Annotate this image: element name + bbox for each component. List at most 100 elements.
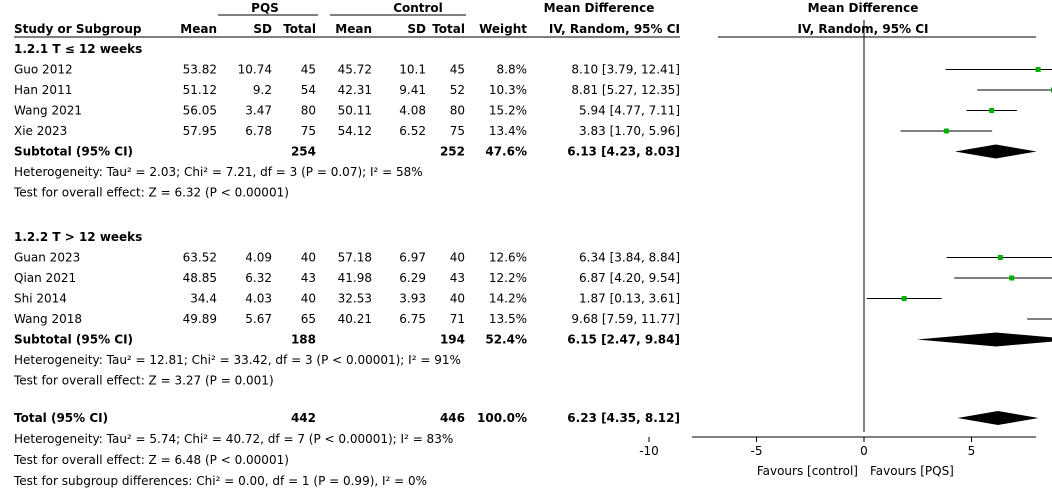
study-1-3-sd-control: 6.75	[399, 312, 426, 326]
study-1-0-mean-control: 57.18	[338, 251, 372, 265]
header-sd-control: SD	[407, 22, 426, 36]
subgroup-0-subtotal-ci: 6.13 [4.23, 8.03]	[567, 145, 680, 159]
header-group-control: Control	[393, 1, 443, 15]
study-0-3-total-pqs: 75	[301, 124, 316, 138]
study-0-0-mean-pqs: 53.82	[183, 63, 217, 77]
study-0-2-mean-control: 50.11	[338, 104, 372, 118]
study-0-0-total-pqs: 45	[301, 63, 316, 77]
study-1-2-mean-control: 32.53	[338, 292, 372, 306]
study-1-0-ci: 6.34 [3.84, 8.84]	[579, 251, 680, 265]
subgroup-1-diamond	[917, 332, 1052, 347]
favours-control-label: Favours [control]	[757, 464, 858, 478]
study-0-3-ci: 3.83 [1.70, 5.96]	[579, 124, 680, 138]
subgroup-0-heterogeneity: Heterogeneity: Tau² = 2.03; Chi² = 7.21,…	[14, 165, 423, 179]
subgroup-1-overall-effect: Test for overall effect: Z = 3.27 (P = 0…	[13, 374, 274, 388]
favours-pqs-label: Favours [PQS]	[870, 464, 954, 478]
study-1-0-weight: 12.6%	[489, 251, 527, 265]
total-weight: 100.0%	[477, 411, 527, 425]
x-tick-label-0: -10	[639, 444, 659, 458]
study-0-1-weight: 10.3%	[489, 83, 527, 97]
study-1-0-total-pqs: 40	[301, 251, 316, 265]
subgroup-0-subtotal-weight: 47.6%	[485, 145, 527, 159]
subgroup-1-subtotal-n-pqs: 188	[291, 333, 316, 347]
study-1-1-total-pqs: 43	[301, 271, 316, 285]
total-n-pqs: 442	[291, 411, 316, 425]
study-0-3-point	[943, 128, 949, 134]
subgroup-0-overall-effect: Test for overall effect: Z = 6.32 (P < 0…	[13, 186, 289, 200]
subgroup-1-subtotal-ci: 6.15 [2.47, 9.84]	[567, 333, 680, 347]
header-ci: IV, Random, 95% CI	[549, 22, 680, 36]
study-0-0-total-control: 45	[450, 63, 465, 77]
study-1-2-mean-pqs: 34.4	[190, 292, 217, 306]
total-diamond	[957, 411, 1039, 425]
study-0-1-sd-control: 9.41	[399, 83, 426, 97]
study-0-3-total-control: 75	[450, 124, 465, 138]
header-plot-sub: IV, Random, 95% CI	[797, 22, 928, 36]
study-0-1-mean-pqs: 51.12	[183, 83, 217, 97]
x-tick-label-1: -5	[751, 444, 763, 458]
header-group-pqs: PQS	[251, 1, 279, 15]
study-0-2-sd-pqs: 3.47	[245, 104, 272, 118]
subgroup-0-subtotal-n-control: 252	[440, 145, 465, 159]
subgroup-0-title: 1.2.1 T ≤ 12 weeks	[14, 42, 142, 56]
subgroup-0-subtotal-label: Subtotal (95% CI)	[14, 145, 133, 159]
study-1-3-mean-control: 40.21	[338, 312, 372, 326]
subgroup-1-subtotal-weight: 52.4%	[485, 333, 527, 347]
header-total-pqs: Total	[283, 22, 316, 36]
study-0-1-mean-control: 42.31	[338, 83, 372, 97]
study-0-3-sd-control: 6.52	[399, 124, 426, 138]
study-0-2-total-pqs: 80	[301, 104, 316, 118]
study-1-2-ci: 1.87 [0.13, 3.61]	[579, 292, 680, 306]
study-0-2-mean-pqs: 56.05	[183, 104, 217, 118]
study-0-2-name: Wang 2021	[14, 104, 82, 118]
study-1-3-weight: 13.5%	[489, 312, 527, 326]
subgroup-0-subtotal-n-pqs: 254	[291, 145, 316, 159]
study-0-3-weight: 13.4%	[489, 124, 527, 138]
study-0-1-ci: 8.81 [5.27, 12.35]	[571, 83, 680, 97]
study-0-3-name: Xie 2023	[14, 124, 67, 138]
study-1-0-mean-pqs: 63.52	[183, 251, 217, 265]
study-0-1-total-control: 52	[450, 83, 465, 97]
subgroup-1-subtotal-n-control: 194	[440, 333, 465, 347]
total-label: Total (95% CI)	[14, 411, 108, 425]
study-1-2-sd-pqs: 4.03	[245, 292, 272, 306]
study-1-2-name: Shi 2014	[14, 292, 67, 306]
study-0-0-ci: 8.10 [3.79, 12.41]	[571, 63, 680, 77]
study-0-0-sd-pqs: 10.74	[238, 63, 272, 77]
header-study: Study or Subgroup	[14, 22, 142, 36]
study-1-2-total-pqs: 40	[301, 292, 316, 306]
study-1-2-weight: 14.2%	[489, 292, 527, 306]
total-heterogeneity: Heterogeneity: Tau² = 5.74; Chi² = 40.72…	[14, 432, 453, 446]
total-overall-effect: Test for overall effect: Z = 6.48 (P < 0…	[13, 453, 289, 467]
study-1-3-ci: 9.68 [7.59, 11.77]	[571, 312, 680, 326]
header-weight: Weight	[479, 22, 527, 36]
study-1-1-weight: 12.2%	[489, 271, 527, 285]
study-1-2-total-control: 40	[450, 292, 465, 306]
study-0-2-sd-control: 4.08	[399, 104, 426, 118]
study-1-2-sd-control: 3.93	[399, 292, 426, 306]
study-1-0-sd-control: 6.97	[399, 251, 426, 265]
study-1-3-sd-pqs: 5.67	[245, 312, 272, 326]
study-1-1-point	[1009, 275, 1015, 281]
study-0-3-sd-pqs: 6.78	[245, 124, 272, 138]
study-1-1-mean-pqs: 48.85	[183, 271, 217, 285]
study-1-2-point	[901, 296, 907, 301]
subgroup-1-title: 1.2.2 T > 12 weeks	[14, 230, 142, 244]
subgroup-1-heterogeneity: Heterogeneity: Tau² = 12.81; Chi² = 33.4…	[14, 353, 461, 367]
header-total-control: Total	[432, 22, 465, 36]
header-sd-pqs: SD	[253, 22, 272, 36]
x-tick-label-2: 0	[860, 444, 868, 458]
study-1-3-mean-pqs: 49.89	[183, 312, 217, 326]
subgroup-0-diamond	[954, 144, 1037, 159]
header-md-title: Mean Difference	[544, 1, 655, 15]
study-0-2-weight: 15.2%	[489, 104, 527, 118]
study-1-3-total-control: 71	[450, 312, 465, 326]
study-0-0-weight: 8.8%	[497, 63, 528, 77]
total-ci: 6.23 [4.35, 8.12]	[567, 411, 680, 425]
study-1-1-mean-control: 41.98	[338, 271, 372, 285]
study-1-1-sd-control: 6.29	[399, 271, 426, 285]
study-0-2-ci: 5.94 [4.77, 7.11]	[579, 104, 680, 118]
study-1-1-total-control: 43	[450, 271, 465, 285]
study-0-1-name: Han 2011	[14, 83, 72, 97]
